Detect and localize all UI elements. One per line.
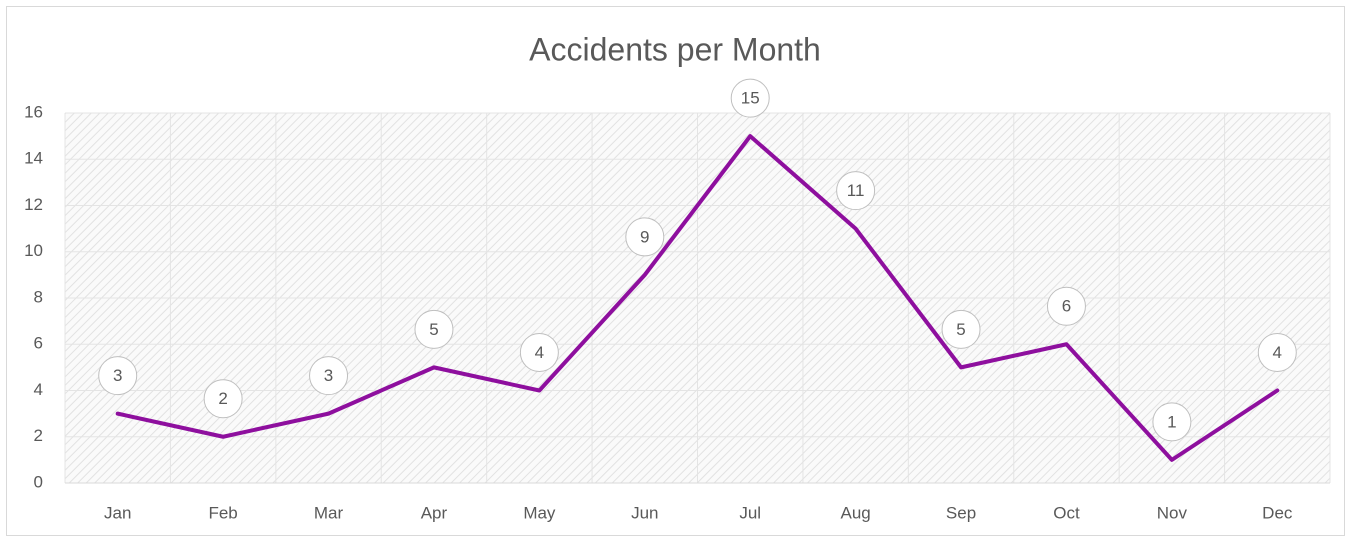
data-label-bubble (414, 309, 454, 349)
y-tick-label: 4 (34, 380, 43, 399)
x-tick-label: Jan (104, 503, 131, 522)
data-label-bubble (519, 333, 559, 372)
x-tick-label: Mar (314, 503, 344, 522)
data-label: 9 (640, 227, 649, 246)
data-label-bubble (730, 78, 770, 118)
data-label: 6 (1062, 297, 1071, 316)
x-tick-label: Feb (208, 503, 237, 522)
x-tick-label: Apr (421, 503, 448, 522)
data-label-bubble (625, 217, 665, 257)
data-label-bubble (1257, 333, 1297, 372)
data-label-bubble (1152, 402, 1192, 442)
y-tick-label: 6 (34, 334, 43, 353)
data-label-bubble (98, 356, 138, 396)
data-label: 4 (1273, 343, 1282, 362)
data-label: 1 (1167, 412, 1176, 431)
data-label: 2 (218, 389, 227, 408)
data-label-bubble (309, 356, 349, 396)
data-label: 5 (429, 320, 438, 339)
data-label-bubble (203, 379, 243, 419)
y-tick-label: 12 (24, 195, 43, 214)
x-tick-label: Jun (631, 503, 658, 522)
y-tick-label: 8 (34, 287, 43, 306)
data-label-bubble (836, 171, 876, 211)
y-tick-label: 10 (24, 241, 43, 260)
y-tick-label: 14 (24, 149, 43, 168)
x-tick-label: Nov (1157, 503, 1188, 522)
x-tick-label: Dec (1262, 503, 1293, 522)
y-tick-label: 0 (34, 472, 43, 491)
line (115, 134, 1280, 462)
data-label-bubble (1046, 286, 1086, 326)
x-tick-label: Aug (841, 503, 871, 522)
data-label: 3 (324, 366, 333, 385)
y-tick-label: 2 (34, 426, 43, 445)
x-tick-label: Sep (946, 503, 976, 522)
data-label: 4 (535, 343, 544, 362)
data-label: 15 (741, 89, 760, 108)
data-label-bubble (941, 309, 981, 349)
x-tick-label: Jul (739, 503, 761, 522)
y-tick-label: 16 (24, 102, 43, 121)
data-label: 5 (956, 320, 965, 339)
data-label: 11 (847, 181, 865, 200)
chart-title: Accidents per Month (529, 31, 821, 67)
data-label: 3 (113, 366, 122, 385)
x-tick-label: Oct (1053, 503, 1080, 522)
x-tick-label: May (523, 503, 556, 522)
